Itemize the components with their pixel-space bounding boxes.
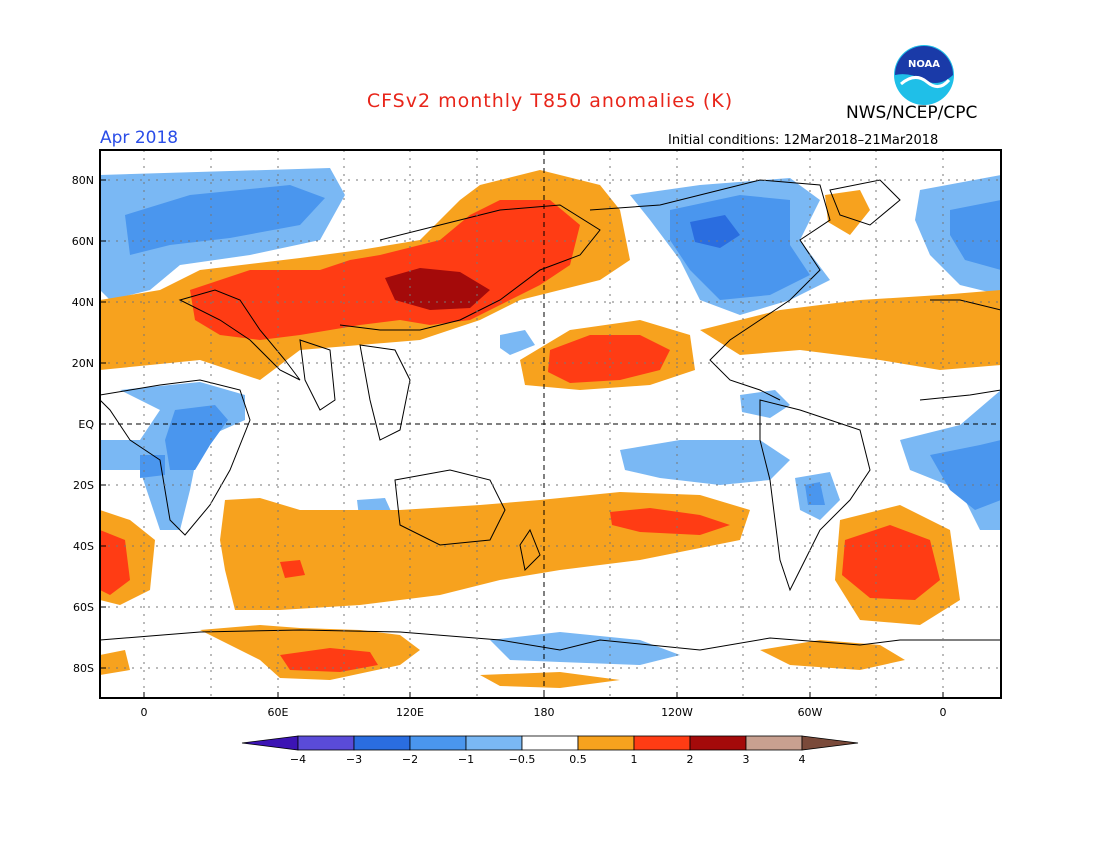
anomaly-dark-blue-regions bbox=[690, 215, 740, 248]
lat-label: 60N bbox=[72, 235, 94, 248]
map-title: CFSv2 monthly T850 anomalies (K) bbox=[366, 90, 734, 112]
initial-conditions-label: Initial conditions: 12Mar2018–21Mar2018 bbox=[668, 133, 939, 148]
lat-label: 20S bbox=[73, 479, 94, 492]
lon-label: 0 bbox=[940, 706, 947, 719]
valid-month-label: Apr 2018 bbox=[100, 128, 179, 148]
lat-label: EQ bbox=[78, 418, 94, 431]
lat-label: 80S bbox=[73, 662, 94, 675]
lon-label: 60E bbox=[268, 706, 289, 719]
equator-dateline bbox=[100, 150, 1001, 698]
lon-label: 120E bbox=[396, 706, 424, 719]
lat-label: 40S bbox=[73, 540, 94, 553]
longitude-labels: 0 60E 120E 180 120W 60W 0 bbox=[141, 706, 947, 719]
lon-label: 120W bbox=[661, 706, 693, 719]
lon-label: 0 bbox=[141, 706, 148, 719]
coastlines bbox=[100, 179, 1001, 651]
axis-ticks bbox=[100, 179, 944, 698]
anomaly-dark-red-regions bbox=[385, 268, 490, 310]
lat-label: 40N bbox=[72, 296, 94, 309]
agency-label: NWS/NCEP/CPC bbox=[846, 103, 978, 123]
lat-label: 80N bbox=[72, 174, 94, 187]
anomaly-red-regions bbox=[100, 200, 940, 672]
latitude-labels: 80N 60N 40N 20N EQ 20S 40S 60S 80S bbox=[72, 174, 95, 675]
lat-label: 60S bbox=[73, 601, 94, 614]
logo-text: NOAA bbox=[908, 59, 940, 70]
lon-label: 180 bbox=[534, 706, 555, 719]
noaa-logo-icon: NOAA bbox=[894, 45, 954, 105]
anomaly-shading bbox=[100, 168, 1001, 688]
lon-label: 60W bbox=[798, 706, 823, 719]
lat-label: 20N bbox=[72, 357, 94, 370]
